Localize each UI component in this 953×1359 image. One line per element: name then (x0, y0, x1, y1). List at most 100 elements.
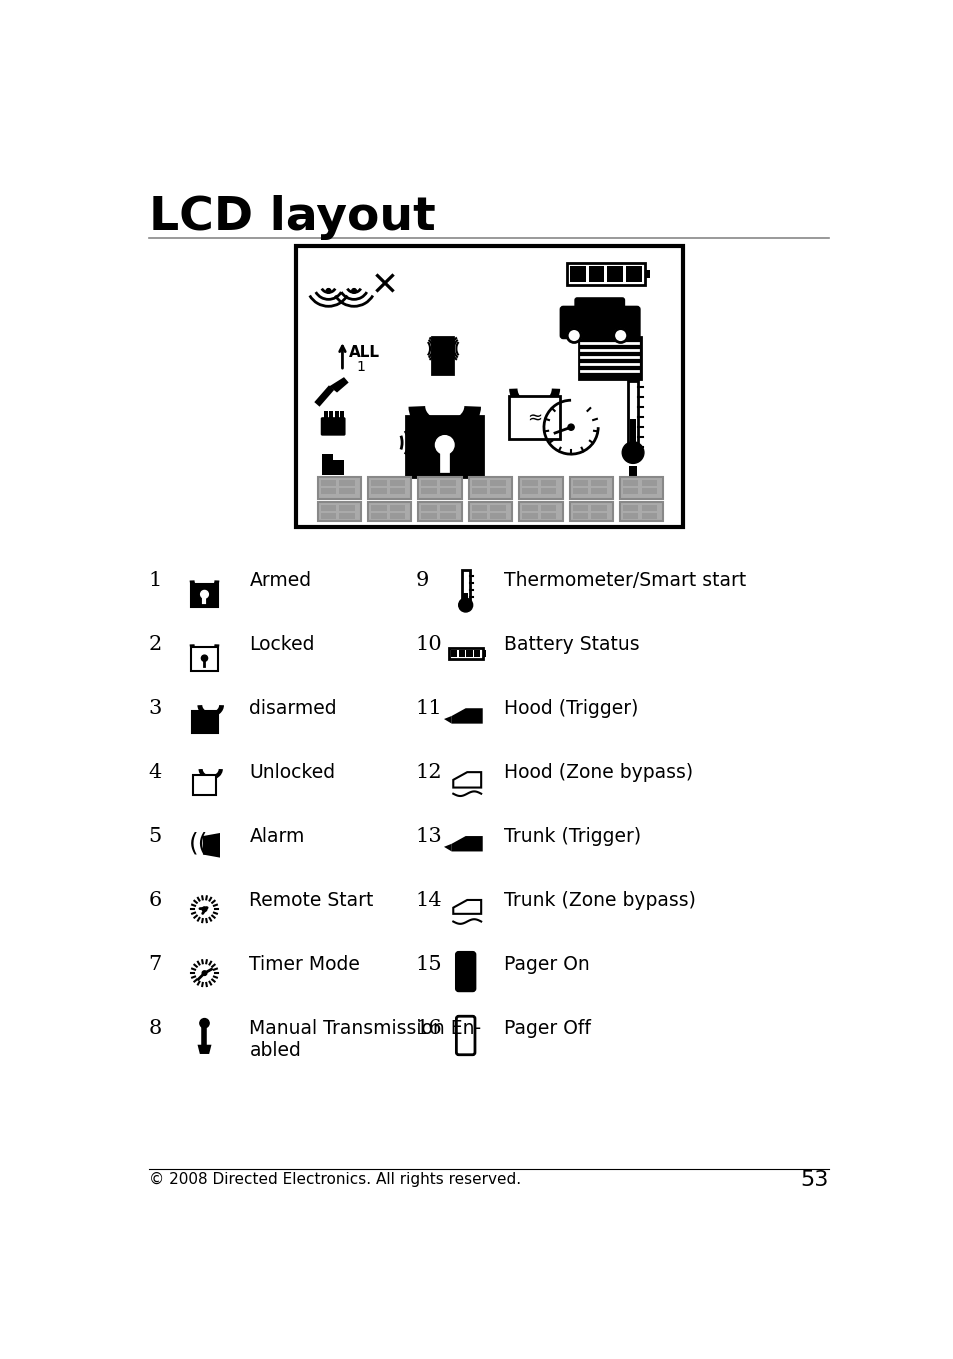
Bar (627, 381, 638, 454)
Text: Remote Start: Remote Start (249, 890, 374, 909)
Bar (521, 512, 537, 519)
Polygon shape (452, 836, 482, 852)
Text: Trunk (Zone bypass): Trunk (Zone bypass) (504, 890, 696, 909)
Text: Timer Mode: Timer Mode (249, 954, 360, 973)
Bar (591, 512, 606, 519)
Polygon shape (197, 1045, 212, 1055)
Text: LCD layout: LCD layout (149, 196, 435, 241)
Text: 5: 5 (149, 826, 162, 845)
Bar (472, 506, 487, 511)
Bar (472, 488, 487, 495)
Text: Hood (Trigger): Hood (Trigger) (504, 699, 639, 718)
Bar (472, 480, 487, 487)
Text: ✕: ✕ (371, 269, 398, 302)
Bar (572, 480, 587, 487)
Bar (641, 480, 657, 487)
Bar (421, 506, 436, 511)
Text: Manual Transmission En-
abled: Manual Transmission En- abled (249, 1018, 481, 1060)
Circle shape (326, 288, 331, 294)
Bar (578, 337, 640, 379)
Bar (335, 410, 338, 420)
Bar (591, 480, 606, 487)
FancyBboxPatch shape (320, 417, 345, 436)
Circle shape (567, 424, 574, 431)
Bar (418, 477, 461, 499)
Bar (619, 477, 662, 499)
Bar (521, 488, 537, 495)
Bar (629, 466, 637, 482)
Bar (622, 488, 638, 495)
Circle shape (621, 442, 643, 463)
Text: 2: 2 (149, 635, 162, 654)
Text: 11: 11 (415, 699, 441, 718)
Bar (521, 506, 537, 511)
Bar (431, 337, 453, 374)
Circle shape (435, 436, 454, 454)
Bar (439, 480, 456, 487)
Bar (490, 488, 505, 495)
Bar (468, 501, 512, 520)
Text: Alarm: Alarm (249, 826, 305, 845)
FancyBboxPatch shape (575, 299, 623, 315)
Text: 4: 4 (149, 762, 162, 781)
Bar (463, 593, 468, 602)
Bar (622, 506, 638, 511)
Bar (192, 711, 218, 733)
Bar (641, 506, 657, 511)
Bar (567, 264, 644, 285)
Bar (323, 410, 328, 420)
Bar (540, 488, 556, 495)
Bar (644, 270, 649, 277)
Bar (607, 266, 622, 281)
Bar (540, 512, 556, 519)
Bar (418, 501, 461, 520)
Bar (629, 420, 636, 454)
Bar (622, 480, 638, 487)
Bar (320, 512, 335, 519)
Bar (339, 512, 355, 519)
Bar (490, 506, 505, 511)
Bar (623, 480, 641, 485)
Bar (368, 501, 411, 520)
Text: ≈: ≈ (527, 409, 541, 428)
Text: 13: 13 (415, 826, 441, 845)
Bar (591, 506, 606, 511)
Bar (466, 651, 472, 656)
Bar (468, 477, 512, 499)
Text: 3: 3 (149, 699, 162, 718)
Bar (368, 477, 411, 499)
Bar (340, 410, 344, 420)
Text: 14: 14 (415, 890, 441, 909)
Bar (322, 459, 344, 474)
Bar (390, 480, 405, 487)
Bar (191, 583, 218, 606)
Bar (569, 477, 612, 499)
Polygon shape (203, 833, 220, 858)
Bar (439, 512, 456, 519)
Bar (591, 488, 606, 495)
Bar (458, 651, 464, 656)
Bar (622, 512, 638, 519)
Circle shape (202, 906, 207, 912)
Bar (295, 246, 682, 527)
Text: Battery Status: Battery Status (504, 635, 639, 654)
Polygon shape (329, 378, 348, 393)
Text: 1: 1 (356, 360, 365, 374)
Text: 9: 9 (415, 571, 428, 590)
Bar (421, 480, 436, 487)
Bar (339, 506, 355, 511)
Bar (439, 506, 456, 511)
Bar (572, 506, 587, 511)
Text: Unlocked: Unlocked (249, 762, 335, 781)
Bar (339, 488, 355, 495)
Text: Hood (Zone bypass): Hood (Zone bypass) (504, 762, 693, 781)
Bar (317, 501, 360, 520)
Bar (641, 512, 657, 519)
Bar (448, 648, 482, 659)
Bar (569, 501, 612, 520)
Circle shape (567, 329, 580, 342)
Bar (371, 512, 386, 519)
Bar (193, 775, 216, 795)
Bar (518, 477, 562, 499)
FancyBboxPatch shape (456, 953, 475, 991)
